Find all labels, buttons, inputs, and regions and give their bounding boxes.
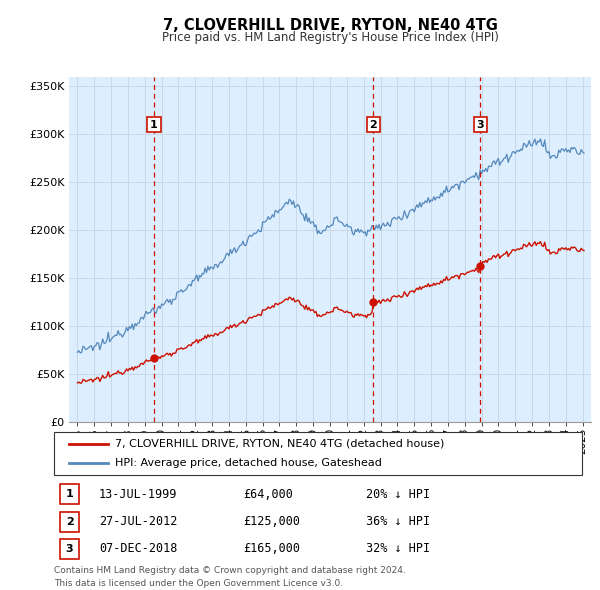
Text: 1: 1 (150, 120, 158, 130)
Text: £64,000: £64,000 (243, 488, 293, 501)
Text: 32% ↓ HPI: 32% ↓ HPI (366, 542, 430, 555)
Text: 7, CLOVERHILL DRIVE, RYTON, NE40 4TG: 7, CLOVERHILL DRIVE, RYTON, NE40 4TG (163, 18, 497, 32)
Text: 3: 3 (476, 120, 484, 130)
Text: 27-JUL-2012: 27-JUL-2012 (99, 515, 178, 528)
Text: 13-JUL-1999: 13-JUL-1999 (99, 488, 178, 501)
Text: £125,000: £125,000 (243, 515, 300, 528)
Text: £165,000: £165,000 (243, 542, 300, 555)
Text: 3: 3 (66, 544, 73, 553)
Text: HPI: Average price, detached house, Gateshead: HPI: Average price, detached house, Gate… (115, 458, 382, 468)
Text: 2: 2 (370, 120, 377, 130)
Text: This data is licensed under the Open Government Licence v3.0.: This data is licensed under the Open Gov… (54, 579, 343, 588)
Text: Contains HM Land Registry data © Crown copyright and database right 2024.: Contains HM Land Registry data © Crown c… (54, 566, 406, 575)
Text: 1: 1 (66, 490, 73, 499)
Text: 36% ↓ HPI: 36% ↓ HPI (366, 515, 430, 528)
Text: 07-DEC-2018: 07-DEC-2018 (99, 542, 178, 555)
Text: 20% ↓ HPI: 20% ↓ HPI (366, 488, 430, 501)
Text: 2: 2 (66, 517, 73, 526)
Text: Price paid vs. HM Land Registry's House Price Index (HPI): Price paid vs. HM Land Registry's House … (161, 31, 499, 44)
Text: 7, CLOVERHILL DRIVE, RYTON, NE40 4TG (detached house): 7, CLOVERHILL DRIVE, RYTON, NE40 4TG (de… (115, 439, 445, 449)
